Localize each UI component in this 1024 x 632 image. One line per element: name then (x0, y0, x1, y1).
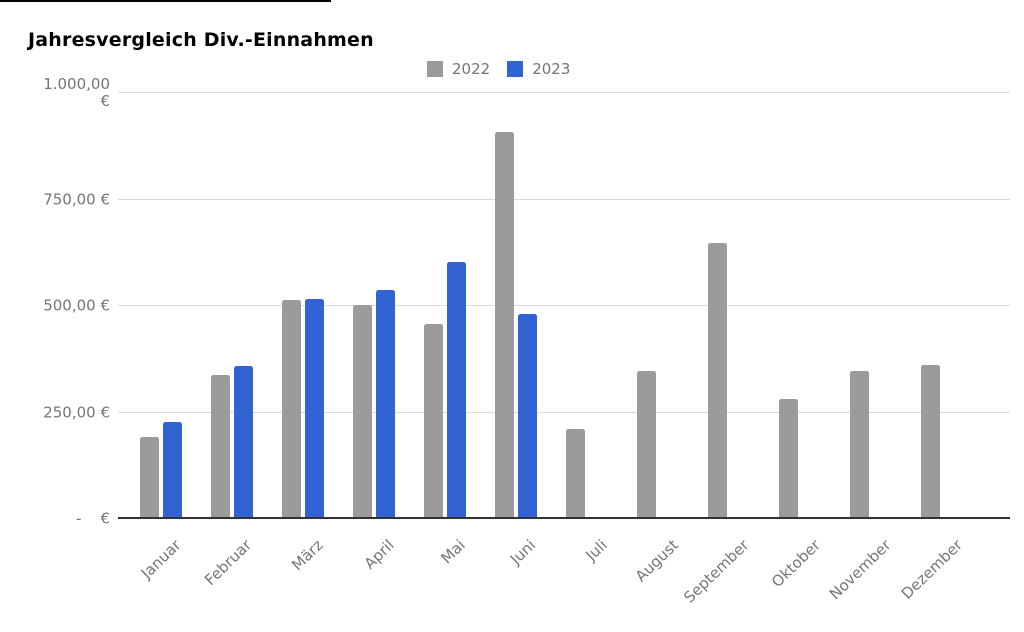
plot-area (118, 92, 1010, 519)
x-axis-label-januar: Januar (137, 536, 185, 583)
bar-group-februar (211, 93, 253, 518)
bar-2022-dezember (921, 364, 940, 518)
gridline-250 (118, 411, 1010, 413)
bar-2023-april (376, 290, 395, 518)
bar-2022-august (637, 371, 656, 518)
bar-2022-januar (140, 437, 159, 518)
bar-2023-januar (163, 422, 182, 518)
bar-2022-februar (211, 375, 230, 518)
bar-group-mai (424, 93, 466, 518)
x-axis-label-mai: Mai (437, 536, 469, 568)
bar-2022-september (708, 243, 727, 518)
y-axis-label-1000: 1.000,00 € (43, 75, 110, 110)
legend-swatch-2022 (427, 61, 443, 77)
x-axis-label-april: April (360, 536, 398, 573)
x-axis-line (118, 517, 1010, 519)
bar-group-august (637, 93, 679, 518)
bar-group-oktober (779, 93, 821, 518)
y-axis-label-0: - € (75, 509, 110, 528)
x-axis-label-oktober: Oktober (767, 536, 824, 591)
x-axis-label-juni: Juni (507, 536, 540, 569)
legend-item-2023: 2023 (507, 60, 570, 78)
bar-2023-märz (305, 299, 324, 518)
top-border-line (0, 0, 331, 2)
gridline-750 (118, 198, 1010, 200)
bar-2022-märz (282, 299, 301, 518)
bar-2023-februar (234, 365, 253, 518)
bar-2022-november (850, 371, 869, 518)
x-axis-label-august: August (631, 536, 682, 586)
chart-legend: 2022 2023 (427, 60, 570, 78)
x-axis-label-juli: Juli (581, 536, 611, 565)
bar-group-märz (282, 93, 324, 518)
bar-2022-april (353, 305, 372, 518)
bar-2022-oktober (779, 398, 798, 518)
bar-group-april (353, 93, 395, 518)
bar-2023-mai (447, 262, 466, 518)
y-axis-label-750: 750,00 € (43, 190, 110, 208)
bar-2022-juli (566, 428, 585, 518)
legend-label-2023: 2023 (532, 60, 571, 78)
bar-2022-juni (495, 132, 514, 518)
bar-group-januar (140, 93, 182, 518)
legend-item-2022: 2022 (427, 60, 490, 78)
x-axis-label-november: November (825, 536, 895, 604)
bar-group-juni (495, 93, 537, 518)
x-axis-label-februar: Februar (201, 536, 256, 589)
bar-group-juli (566, 93, 608, 518)
bar-group-september (708, 93, 750, 518)
chart-title: Jahresvergleich Div.-Einnahmen (28, 29, 374, 51)
gridline-1000 (118, 92, 1010, 93)
y-axis-label-250: 250,00 € (43, 403, 110, 421)
bar-group-november (850, 93, 892, 518)
legend-swatch-2023 (507, 61, 524, 77)
bar-2023-juni (518, 314, 537, 518)
x-axis-label-märz: März (287, 536, 327, 575)
y-axis-label-500: 500,00 € (43, 296, 110, 315)
x-axis-label-september: September (680, 536, 753, 607)
gridline-500 (118, 305, 1010, 306)
legend-label-2022: 2022 (452, 60, 491, 78)
bar-group-dezember (921, 93, 963, 518)
x-axis-label-dezember: Dezember (897, 536, 966, 603)
bar-2022-mai (424, 324, 443, 518)
